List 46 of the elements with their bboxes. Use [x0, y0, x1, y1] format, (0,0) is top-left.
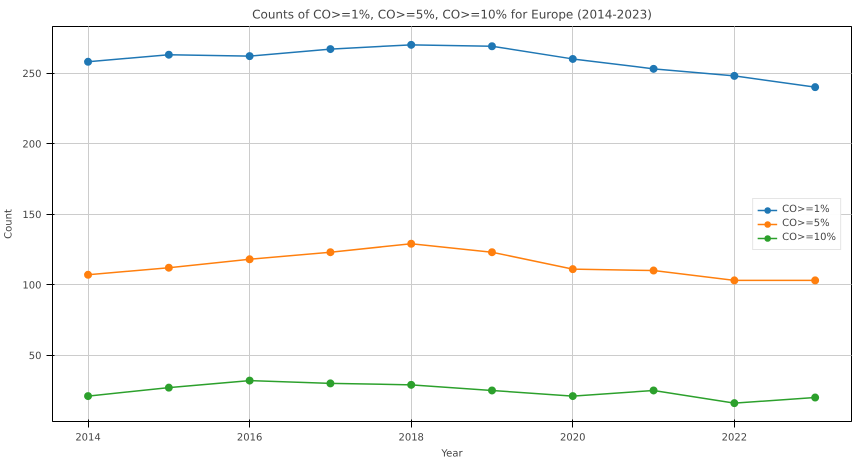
x-tick-label: 2014 — [75, 432, 101, 444]
point — [488, 248, 496, 256]
chart-title: Counts of CO>=1%, CO>=5%, CO>=10% for Europe (2014-2023) — [252, 8, 652, 22]
point — [568, 265, 577, 274]
point — [730, 276, 738, 284]
point — [730, 72, 738, 80]
point — [84, 58, 92, 66]
point — [568, 54, 577, 63]
x-axis-title: Year — [440, 448, 464, 460]
point — [326, 379, 334, 388]
point — [650, 386, 658, 394]
y-axis-title: Count — [3, 209, 14, 239]
point — [246, 255, 254, 264]
point — [407, 40, 416, 49]
x-tick-label: 2016 — [236, 432, 262, 444]
point — [326, 248, 334, 256]
point — [811, 83, 820, 92]
point — [407, 240, 416, 248]
legend-label: CO>=1% — [782, 203, 830, 216]
point — [488, 386, 496, 394]
point — [326, 45, 334, 54]
point — [164, 50, 173, 59]
legend-label: CO>=5% — [782, 217, 830, 230]
point — [568, 392, 577, 400]
point — [246, 52, 254, 60]
point — [488, 42, 496, 50]
y-tick-label: 50 — [28, 351, 42, 362]
point — [246, 376, 254, 385]
y-tick-label: 250 — [22, 69, 42, 80]
point — [650, 64, 658, 73]
y-tick-label: 200 — [22, 140, 42, 151]
x-tick-label: 2022 — [722, 432, 748, 444]
x-tick-label: 2020 — [560, 432, 586, 444]
x-tick-label: 2018 — [398, 432, 424, 444]
point — [164, 384, 173, 392]
point — [730, 399, 738, 408]
point — [650, 266, 658, 275]
legend-label: CO>=10% — [782, 231, 836, 244]
point — [84, 270, 92, 279]
y-tick-label: 100 — [22, 280, 42, 292]
point — [407, 380, 416, 389]
point — [811, 276, 820, 284]
y-tick-label: 150 — [22, 210, 42, 222]
point — [84, 392, 92, 400]
point — [811, 394, 820, 402]
point — [164, 264, 173, 272]
